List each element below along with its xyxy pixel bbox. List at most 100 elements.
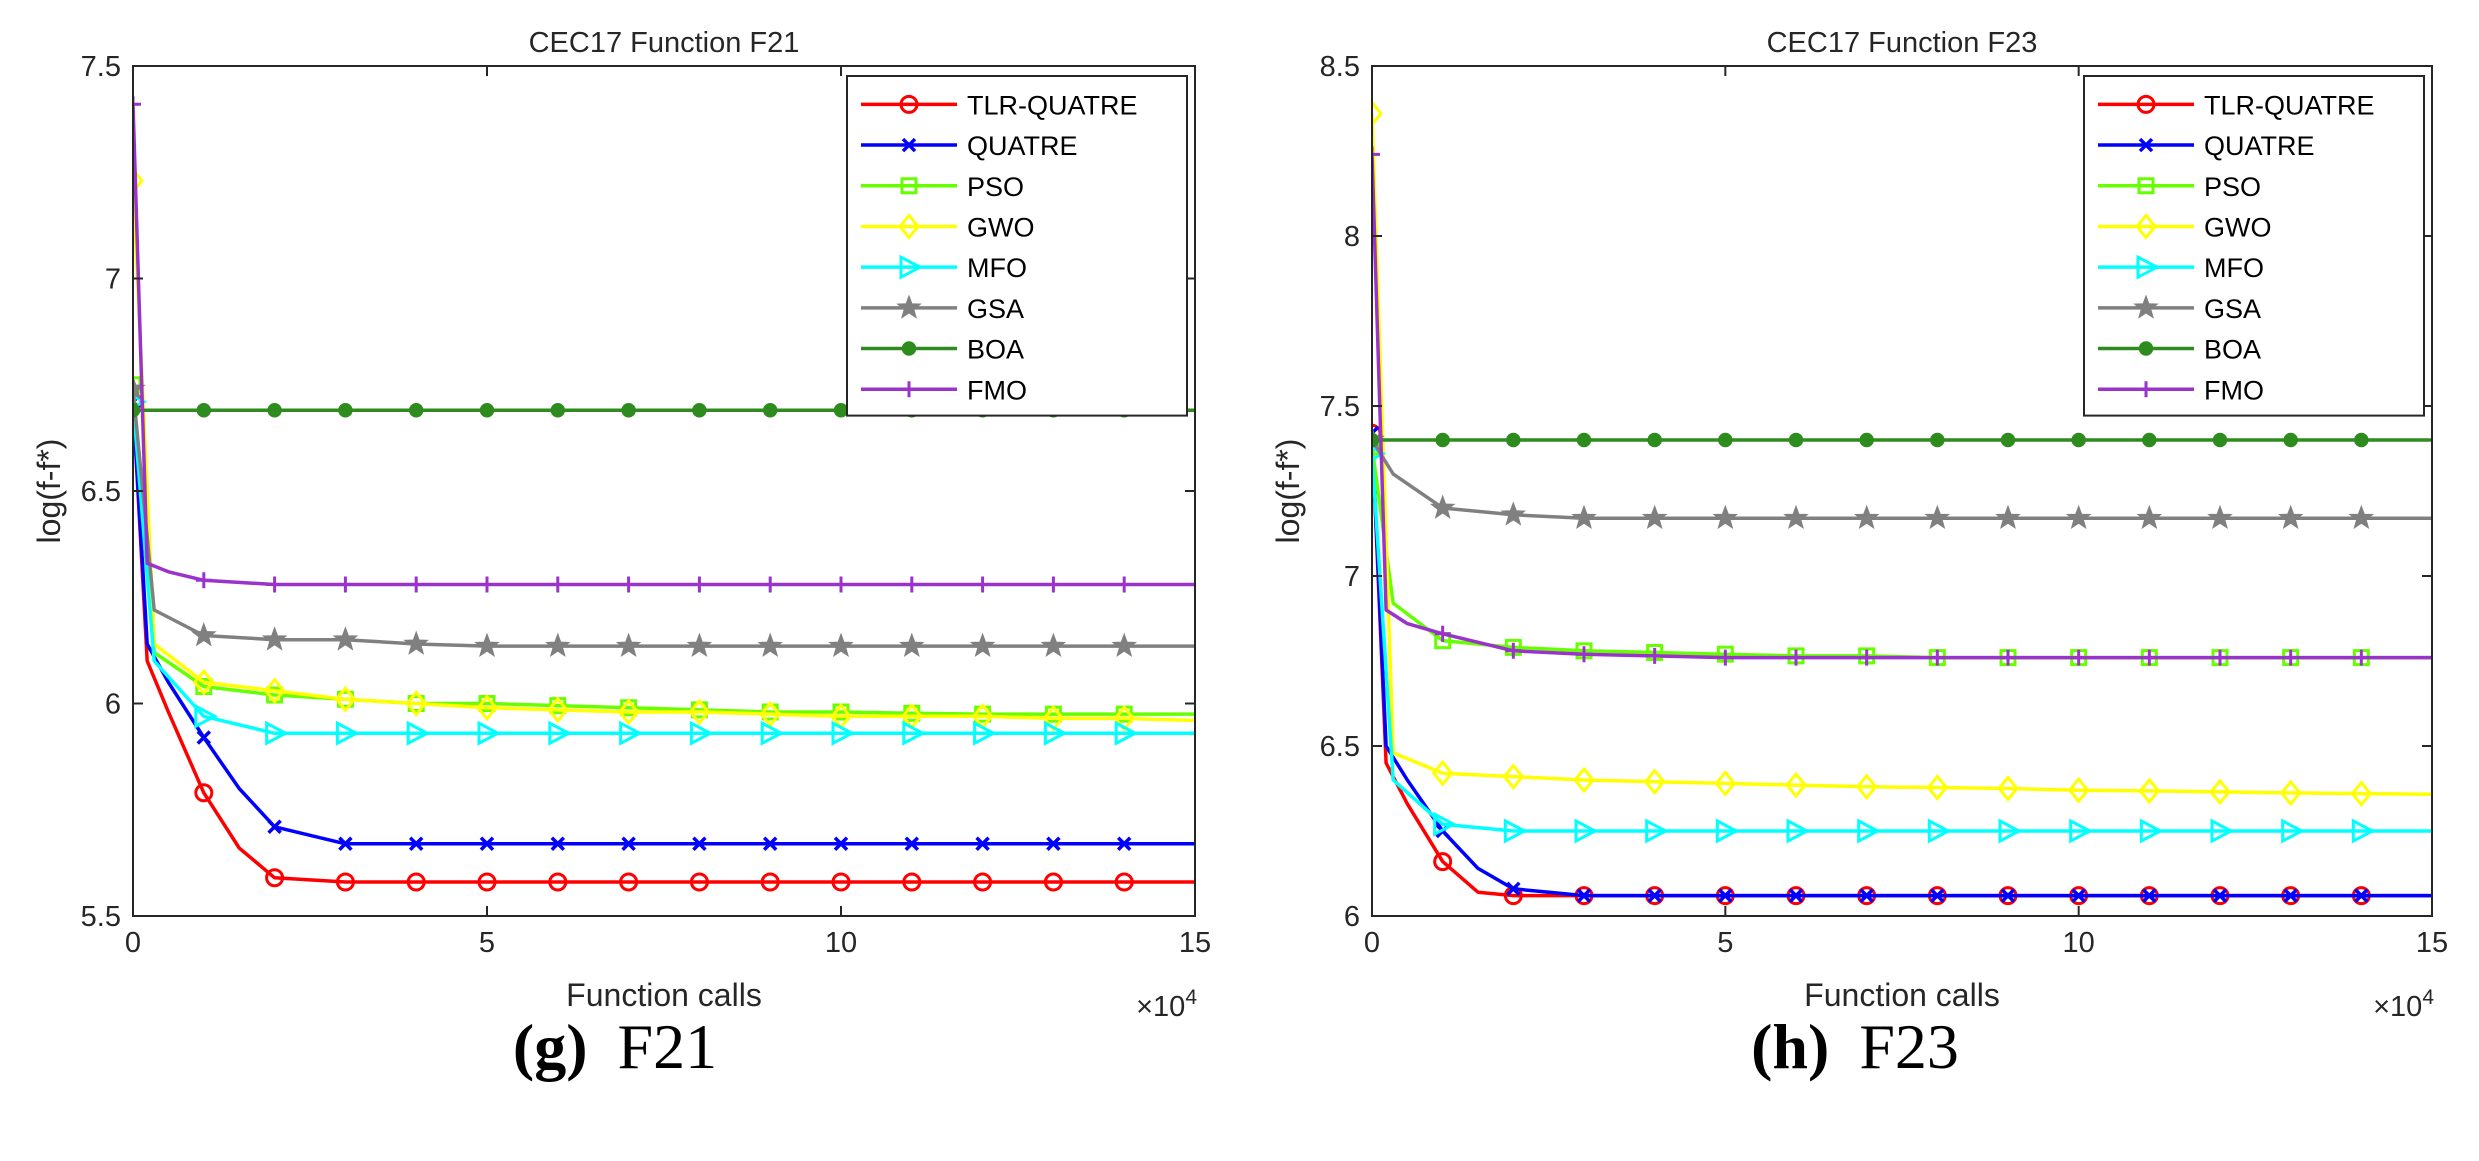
x-tick-label: 15 xyxy=(2416,927,2448,959)
legend-label: GWO xyxy=(967,212,1035,242)
series-boa-marker xyxy=(692,403,707,418)
series-boa-marker xyxy=(1788,432,1804,448)
series-fmo xyxy=(133,96,1195,593)
series-tlr-quatre-marker xyxy=(1114,872,1134,892)
caption-g-letter: (g) xyxy=(513,1011,588,1082)
series-quatre-marker xyxy=(1859,888,1874,903)
y-tick-label: 8.5 xyxy=(1320,51,1360,83)
series-boa-marker xyxy=(2071,432,2086,448)
series-gsa-marker xyxy=(474,632,500,657)
series-gsa-marker xyxy=(1641,504,1668,530)
series-fmo-marker xyxy=(691,576,708,593)
series-fmo xyxy=(1372,146,2432,666)
series-gsa-marker xyxy=(1783,504,1809,530)
series-boa-marker xyxy=(1647,432,1662,448)
legend-label: TLR-QUATRE xyxy=(967,90,1138,120)
series-mfo-marker xyxy=(1998,818,2023,844)
legend-item-tlr-quatre: TLR-QUATRE xyxy=(2098,90,2375,120)
series-gsa-marker xyxy=(828,632,854,657)
series-fmo-marker xyxy=(1646,647,1663,664)
series-quatre-marker xyxy=(338,836,353,851)
legend: TLR-QUATRE QUATRE PSO GWO MFO GSA BOA FMO xyxy=(2083,75,2425,417)
series-tlr-quatre-marker xyxy=(1433,852,1453,872)
series-mfo-marker xyxy=(1927,818,1952,844)
series-group xyxy=(133,96,1195,892)
series-gwo-marker xyxy=(2138,777,2161,805)
legend-swatch-marker xyxy=(2138,137,2154,153)
series-mfo-marker xyxy=(902,720,927,746)
series-boa-marker xyxy=(1435,432,1450,448)
series-mfo-marker xyxy=(1114,720,1139,746)
legend-item-mfo: MFO xyxy=(861,253,1027,283)
series-gwo-marker xyxy=(759,700,782,728)
y-tick-label: 6 xyxy=(105,689,121,721)
x-tick-label: 5 xyxy=(479,927,495,959)
series-quatre-marker xyxy=(904,836,920,851)
series-gwo-marker xyxy=(1573,766,1595,794)
series-fmo-marker xyxy=(549,576,566,593)
series-gsa-marker xyxy=(686,632,713,657)
series-gwo-marker xyxy=(1502,763,1525,790)
chart-title: CEC17 Function F21 xyxy=(529,27,800,59)
series-gsa-marker xyxy=(261,626,288,651)
series-tlr-quatre-marker xyxy=(1043,872,1063,892)
legend-label: PSO xyxy=(967,172,1024,202)
series-gsa-marker xyxy=(191,622,217,647)
series-quatre-marker xyxy=(267,819,282,834)
series-fmo-marker xyxy=(1372,146,1380,163)
series-mfo-marker xyxy=(973,720,997,746)
series-gsa-marker xyxy=(757,632,783,657)
y-tick-label: 7.5 xyxy=(1320,391,1360,423)
series-gsa-marker xyxy=(545,632,571,657)
series-fmo-marker xyxy=(2212,649,2228,666)
series-gwo-line xyxy=(1372,113,2432,797)
series-gwo-marker xyxy=(1855,773,1878,801)
series-gwo-marker xyxy=(405,690,428,717)
legend-item-fmo: FMO xyxy=(2098,375,2264,405)
legend-label: BOA xyxy=(2204,335,2261,365)
series-boa-marker xyxy=(133,403,141,418)
series-mfo-marker xyxy=(2139,818,2164,844)
series-tlr-quatre-marker xyxy=(335,872,355,892)
y-axis-label: log(f-f*) xyxy=(31,439,67,544)
series-gsa-marker xyxy=(2136,504,2163,530)
series-tlr-quatre-marker xyxy=(477,872,497,892)
series-gsa-marker xyxy=(332,626,359,651)
y-tick-label: 8 xyxy=(1344,221,1360,253)
legend-swatch-marker xyxy=(896,294,922,319)
series-gwo-marker xyxy=(1113,705,1136,732)
series-gwo xyxy=(1372,100,2432,807)
legend-label: QUATRE xyxy=(967,131,1078,161)
series-fmo-marker xyxy=(133,96,141,113)
series-fmo-marker xyxy=(2141,649,2158,666)
x-multiplier: ×104 xyxy=(2373,986,2434,1023)
series-gsa-marker xyxy=(1500,501,1527,526)
series-gsa-marker xyxy=(1924,504,1951,530)
x-multiplier-base: ×10 xyxy=(2373,991,2422,1023)
series-boa-marker xyxy=(2212,432,2228,448)
series-tlr-quatre-marker xyxy=(689,872,709,892)
legend-label: FMO xyxy=(967,375,1027,405)
series-mfo-marker xyxy=(760,720,785,746)
legend-swatch-marker xyxy=(2138,381,2154,398)
legend-label: MFO xyxy=(967,253,1027,283)
legend-item-pso: PSO xyxy=(2098,172,2261,202)
series-fmo-marker xyxy=(1788,649,1804,666)
caption-h-letter: (h) xyxy=(1751,1011,1829,1082)
series-quatre-marker xyxy=(1788,888,1804,903)
series-quatre-marker xyxy=(196,730,212,745)
series-mfo-marker xyxy=(1786,818,1811,844)
series-mfo xyxy=(133,394,1195,746)
series-quatre-marker xyxy=(408,836,424,851)
legend: TLR-QUATRE QUATRE PSO GWO MFO GSA BOA FMO xyxy=(846,75,1188,417)
series-quatre-marker xyxy=(621,836,636,851)
series-pso-line xyxy=(133,384,1195,716)
series-mfo-marker xyxy=(265,720,289,746)
series-gwo-marker xyxy=(2350,780,2373,807)
series-fmo-marker xyxy=(620,576,637,593)
legend-item-gsa: GSA xyxy=(2098,294,2261,324)
series-mfo-marker xyxy=(194,703,219,729)
series-quatre-marker xyxy=(1930,888,1945,903)
series-quatre-marker xyxy=(1576,888,1592,903)
axes-box xyxy=(1371,65,2433,917)
